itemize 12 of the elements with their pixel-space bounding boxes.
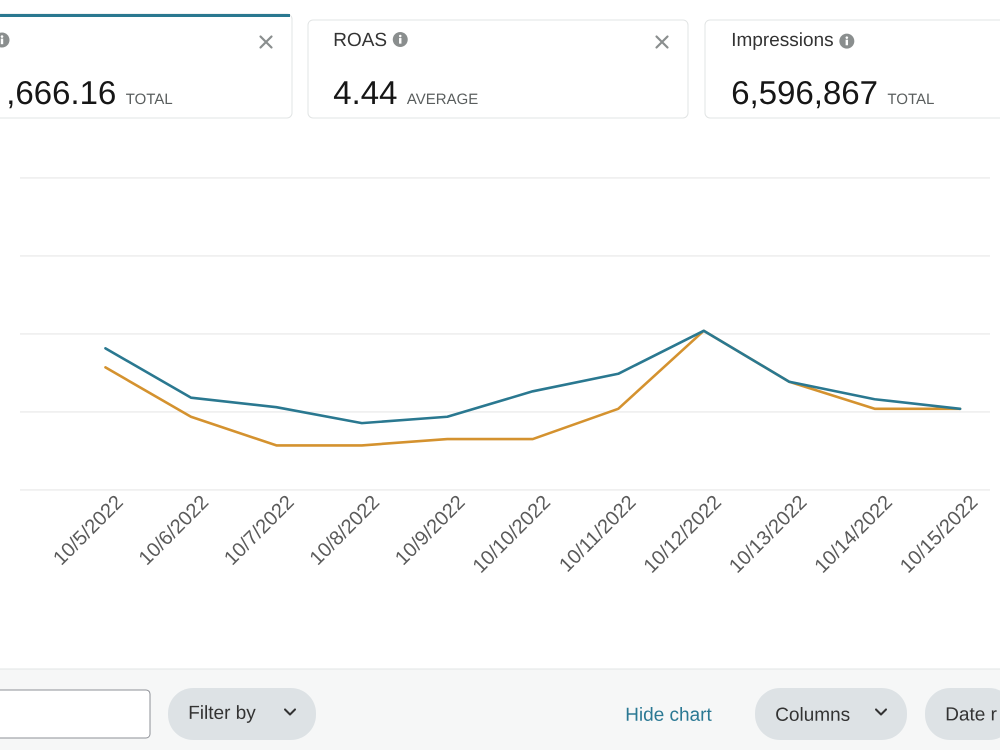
text: Columns bbox=[776, 707, 850, 721]
text: Date r bbox=[946, 707, 997, 721]
text: Hide chart bbox=[626, 707, 712, 721]
text: ROAS bbox=[334, 32, 386, 46]
text: 6,596,867 bbox=[732, 80, 876, 108]
text: Impressions bbox=[732, 32, 833, 50]
text: ,666.16 bbox=[9, 80, 115, 108]
text: TOTAL bbox=[126, 94, 172, 104]
text: Filter by bbox=[190, 705, 256, 723]
text: 4.44 bbox=[334, 81, 396, 104]
text: TOTAL bbox=[888, 94, 934, 104]
text: AVERAGE bbox=[406, 94, 478, 104]
